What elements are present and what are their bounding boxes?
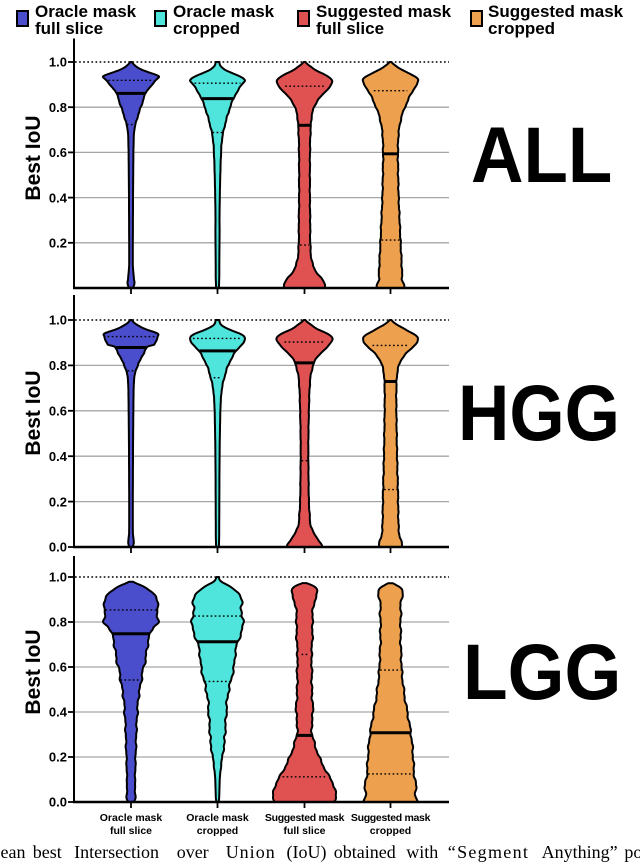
svg-text:Best IoU: Best IoU [22, 115, 45, 200]
svg-text:Oracle mask: Oracle mask [100, 812, 163, 824]
svg-text:0.2: 0.2 [49, 236, 67, 251]
svg-text:cropped: cropped [370, 825, 411, 837]
svg-text:Oracle mask: Oracle mask [186, 812, 249, 824]
svg-text:0.6: 0.6 [49, 660, 67, 675]
svg-text:1.0: 1.0 [49, 313, 67, 328]
svg-text:full slice: full slice [283, 825, 325, 837]
svg-text:0.6: 0.6 [49, 145, 67, 160]
svg-text:1.0: 1.0 [49, 55, 67, 70]
svg-text:0.6: 0.6 [49, 404, 67, 419]
svg-text:0.0: 0.0 [49, 795, 67, 810]
svg-text:0.4: 0.4 [49, 705, 68, 720]
svg-text:1.0: 1.0 [49, 570, 67, 585]
svg-text:0.8: 0.8 [49, 100, 67, 115]
svg-text:full slice: full slice [110, 825, 152, 837]
svg-text:0.2: 0.2 [49, 494, 67, 509]
svg-text:0.8: 0.8 [49, 358, 67, 373]
svg-text:0.4: 0.4 [49, 449, 68, 464]
svg-text:Suggested mask: Suggested mask [351, 812, 431, 824]
svg-text:0.4: 0.4 [49, 190, 68, 205]
svg-text:Best IoU: Best IoU [22, 370, 45, 455]
svg-text:0.8: 0.8 [49, 615, 67, 630]
svg-text:Suggested mask: Suggested mask [265, 812, 345, 824]
svg-text:0.2: 0.2 [49, 750, 67, 765]
svg-text:cropped: cropped [197, 825, 238, 837]
svg-text:Best IoU: Best IoU [22, 629, 45, 714]
svg-text:0.0: 0.0 [49, 540, 67, 555]
